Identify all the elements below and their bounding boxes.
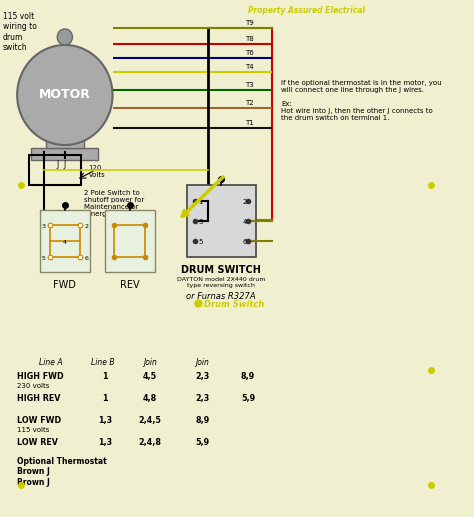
Text: T3: T3 bbox=[245, 82, 254, 88]
Text: T2: T2 bbox=[245, 100, 254, 106]
Text: 3: 3 bbox=[199, 219, 203, 225]
Text: 1: 1 bbox=[102, 372, 108, 381]
Text: 2,3: 2,3 bbox=[195, 372, 210, 381]
Text: T1: T1 bbox=[245, 120, 254, 126]
Text: If the optional thermostat is in the motor, you
will connect one line through th: If the optional thermostat is in the mot… bbox=[282, 80, 442, 121]
Text: 6: 6 bbox=[242, 239, 247, 245]
Circle shape bbox=[17, 45, 112, 145]
Text: 1: 1 bbox=[102, 394, 108, 403]
Text: T9: T9 bbox=[245, 20, 254, 26]
Bar bbox=[40, 210, 90, 272]
Text: 115 volts: 115 volts bbox=[17, 427, 50, 433]
Bar bbox=[28, 155, 81, 185]
Bar bbox=[187, 185, 255, 257]
Text: LOW FWD: LOW FWD bbox=[17, 416, 61, 425]
Text: or Furnas R327A: or Furnas R327A bbox=[186, 292, 256, 301]
Text: 4,8: 4,8 bbox=[143, 394, 157, 403]
Text: 1,3: 1,3 bbox=[98, 416, 112, 425]
Text: HIGH REV: HIGH REV bbox=[17, 394, 61, 403]
Text: DAYTON model 2X440 drum
type reversing switch: DAYTON model 2X440 drum type reversing s… bbox=[177, 277, 265, 288]
Text: 230 volts: 230 volts bbox=[17, 383, 50, 389]
Text: 5: 5 bbox=[42, 256, 46, 262]
Text: 2 Pole Switch to
shutoff power for
Maintenance or
Emergency: 2 Pole Switch to shutoff power for Maint… bbox=[84, 190, 144, 217]
Text: Optional Thermostat
Brown J
Brown J: Optional Thermostat Brown J Brown J bbox=[17, 457, 107, 487]
Text: 4,5: 4,5 bbox=[143, 372, 157, 381]
Text: Drum Switch: Drum Switch bbox=[204, 300, 264, 309]
Text: MOTOR: MOTOR bbox=[39, 88, 91, 101]
Text: T4: T4 bbox=[245, 64, 254, 70]
Text: 8,9: 8,9 bbox=[241, 372, 255, 381]
Text: Line B: Line B bbox=[91, 358, 115, 367]
Text: 2: 2 bbox=[242, 199, 246, 205]
Text: 2,3: 2,3 bbox=[195, 394, 210, 403]
Text: Property Assured Electrical: Property Assured Electrical bbox=[248, 6, 365, 15]
Text: DRUM SWITCH: DRUM SWITCH bbox=[182, 265, 261, 275]
Text: 8,9: 8,9 bbox=[195, 416, 210, 425]
Bar bbox=[46, 136, 84, 148]
Text: 115 volt
wiring to
drum
switch: 115 volt wiring to drum switch bbox=[3, 12, 37, 52]
Text: 5: 5 bbox=[199, 239, 203, 245]
Text: 1,3: 1,3 bbox=[98, 438, 112, 447]
Text: 1: 1 bbox=[199, 199, 203, 205]
Bar bbox=[105, 210, 155, 272]
Text: 120
volts: 120 volts bbox=[89, 165, 105, 178]
Text: 4: 4 bbox=[242, 219, 246, 225]
Text: 2: 2 bbox=[85, 224, 89, 230]
Text: REV: REV bbox=[120, 280, 139, 290]
Text: 4: 4 bbox=[63, 240, 67, 246]
Text: LOW REV: LOW REV bbox=[17, 438, 58, 447]
Text: J: J bbox=[56, 160, 58, 169]
Circle shape bbox=[57, 29, 73, 45]
Text: J: J bbox=[64, 160, 66, 169]
Text: HIGH FWD: HIGH FWD bbox=[17, 372, 64, 381]
Text: 3: 3 bbox=[42, 224, 46, 230]
Text: 5,9: 5,9 bbox=[195, 438, 209, 447]
Text: 5,9: 5,9 bbox=[241, 394, 255, 403]
Text: T8: T8 bbox=[245, 36, 254, 42]
Text: FWD: FWD bbox=[54, 280, 76, 290]
Text: 2,4,8: 2,4,8 bbox=[138, 438, 161, 447]
Text: T6: T6 bbox=[245, 50, 254, 56]
Text: Join: Join bbox=[195, 358, 209, 367]
Text: Join: Join bbox=[143, 358, 157, 367]
Text: 2,4,5: 2,4,5 bbox=[138, 416, 161, 425]
Text: Line A: Line A bbox=[39, 358, 63, 367]
Bar bbox=[31, 148, 98, 160]
Text: 6: 6 bbox=[85, 256, 89, 262]
